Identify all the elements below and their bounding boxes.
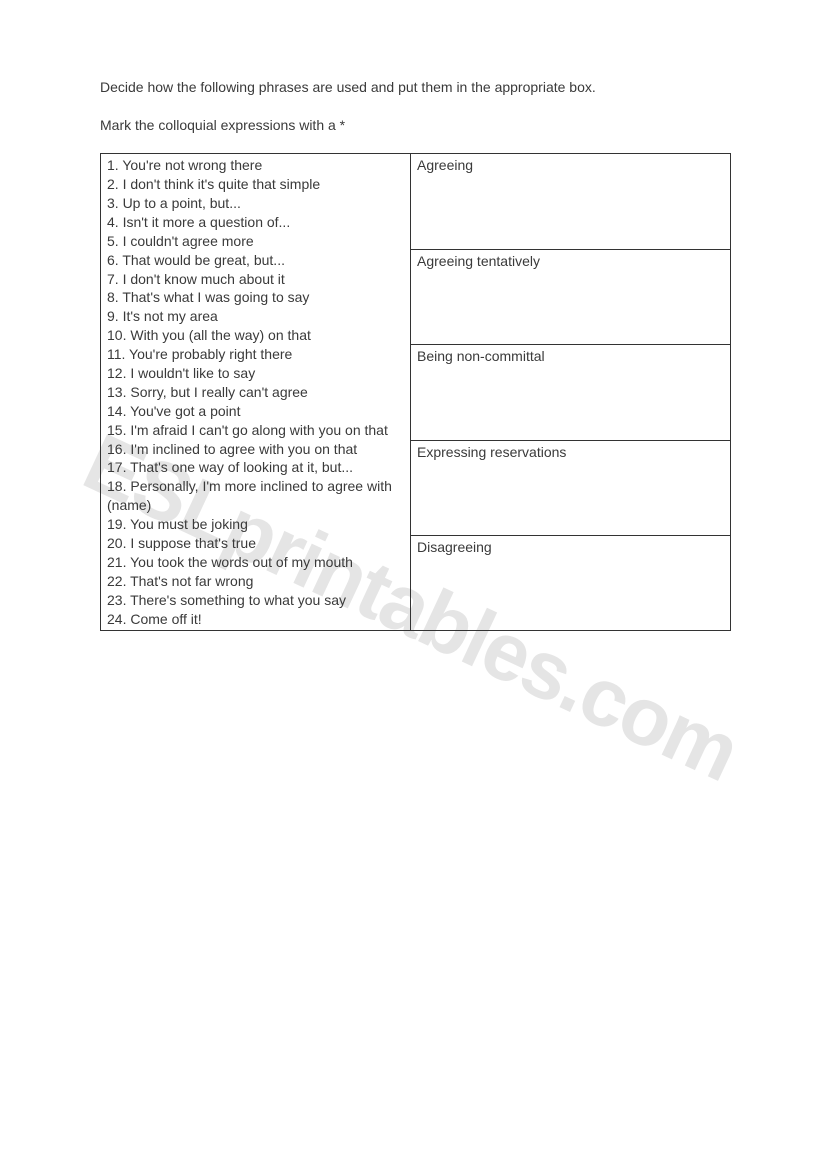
phrase-item: 8. That's what I was going to say xyxy=(107,288,404,307)
category-cell-reservations: Expressing reservations xyxy=(411,440,731,535)
worksheet-page: Decide how the following phrases are use… xyxy=(0,0,821,631)
phrase-item: 13. Sorry, but I really can't agree xyxy=(107,383,404,402)
category-cell-disagreeing: Disagreeing xyxy=(411,536,731,631)
category-cell-agreeing-tentatively: Agreeing tentatively xyxy=(411,249,731,344)
phrase-item: 24. Come off it! xyxy=(107,610,404,629)
phrase-item: 19. You must be joking xyxy=(107,515,404,534)
category-cell-agreeing: Agreeing xyxy=(411,154,731,249)
phrase-item: 18. Personally, I'm more inclined to agr… xyxy=(107,477,404,515)
phrase-item: 17. That's one way of looking at it, but… xyxy=(107,458,404,477)
phrase-item: 23. There's something to what you say xyxy=(107,591,404,610)
phrase-item: 15. I'm afraid I can't go along with you… xyxy=(107,421,404,440)
phrase-item: 21. You took the words out of my mouth xyxy=(107,553,404,572)
phrases-table: 1. You're not wrong there 2. I don't thi… xyxy=(100,153,731,631)
phrase-item: 22. That's not far wrong xyxy=(107,572,404,591)
instruction-line-1: Decide how the following phrases are use… xyxy=(100,78,735,98)
phrase-item: 2. I don't think it's quite that simple xyxy=(107,175,404,194)
phrase-item: 4. Isn't it more a question of... xyxy=(107,213,404,232)
phrase-item: 14. You've got a point xyxy=(107,402,404,421)
phrase-item: 7. I don't know much about it xyxy=(107,270,404,289)
phrase-item: 3. Up to a point, but... xyxy=(107,194,404,213)
category-cell-non-committal: Being non-committal xyxy=(411,345,731,440)
phrase-item: 1. You're not wrong there xyxy=(107,156,404,175)
phrase-item: 11. You're probably right there xyxy=(107,345,404,364)
instruction-line-2: Mark the colloquial expressions with a * xyxy=(100,116,735,136)
phrases-cell: 1. You're not wrong there 2. I don't thi… xyxy=(101,154,411,631)
phrase-item: 9. It's not my area xyxy=(107,307,404,326)
phrase-item: 12. I wouldn't like to say xyxy=(107,364,404,383)
phrase-item: 5. I couldn't agree more xyxy=(107,232,404,251)
phrase-item: 10. With you (all the way) on that xyxy=(107,326,404,345)
phrase-item: 20. I suppose that's true xyxy=(107,534,404,553)
phrase-item: 16. I'm inclined to agree with you on th… xyxy=(107,440,404,459)
phrase-item: 6. That would be great, but... xyxy=(107,251,404,270)
